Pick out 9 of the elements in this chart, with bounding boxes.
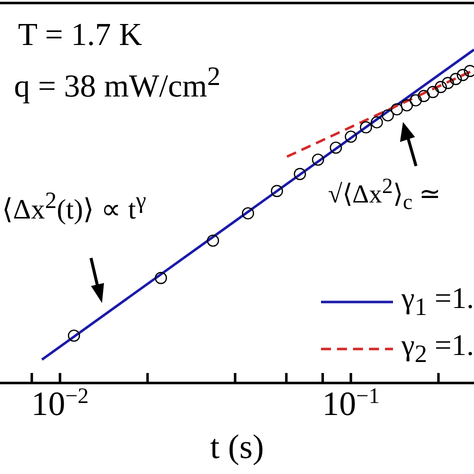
- x-tick-label: 10$^{−1}$: [322, 382, 380, 423]
- annotation: q = 38 mW/cm$^{2}$: [14, 61, 220, 104]
- annotation: √⟨Δx$^{2}$⟩$_{c}$ ≃: [328, 174, 441, 214]
- annotation: T = 1.7 K: [18, 16, 142, 52]
- x-tick-label: 10$^{−2}$: [31, 382, 89, 423]
- annotation: ⟨Δx$^{2}$(t)⟩ ∝ t$^{γ}$: [2, 188, 146, 226]
- legend-label: γ$_{2}$ =1.: [401, 328, 474, 368]
- x-axis-title: t (s): [210, 429, 264, 466]
- legend-label: γ$_{1}$ =1.: [401, 282, 474, 322]
